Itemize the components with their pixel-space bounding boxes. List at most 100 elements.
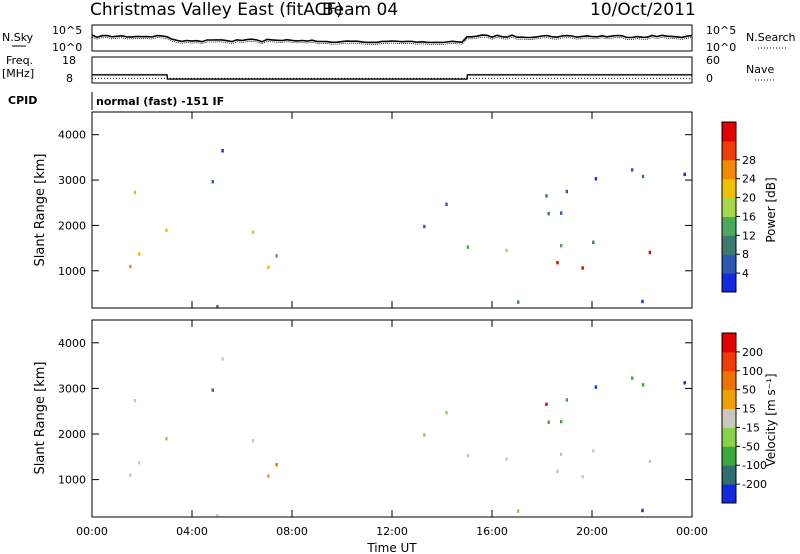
power-tick-label: 24 [742, 173, 756, 186]
power-point [641, 299, 644, 304]
velocity-swatch [722, 370, 736, 391]
power-point [560, 211, 563, 215]
velocity-point [445, 411, 448, 415]
power-point [251, 230, 255, 234]
power-colorbar: 4 8 12 16 20 24 28 [721, 121, 756, 293]
power-swatch [722, 140, 736, 161]
freq-tick-18: 18 [62, 54, 76, 67]
velocity-tick-label: 200 [742, 346, 763, 359]
velocity-tick-label: -15 [742, 421, 760, 434]
power-point [129, 264, 132, 269]
velocity-tick-label: -50 [742, 440, 760, 453]
power-point [545, 194, 548, 198]
power-point [648, 250, 652, 255]
velocity-point [581, 475, 584, 479]
freq-series-line [92, 74, 692, 80]
velocity-point [517, 509, 520, 513]
velocity-tick-label: 50 [742, 384, 756, 397]
power-point [133, 190, 137, 194]
power-tick-label: 28 [742, 154, 756, 167]
power-x-ticks [91, 112, 693, 308]
velocity-point [683, 381, 686, 385]
power-point [592, 240, 595, 244]
power-swatch [722, 178, 736, 199]
y-tick-label: 4000 [58, 129, 86, 142]
velocity-swatch [722, 408, 736, 428]
velocity-y-axis: 1000 2000 3000 4000 [58, 337, 692, 487]
power-frame [721, 121, 737, 293]
velocity-point [556, 469, 559, 474]
power-point [517, 300, 520, 304]
power-point [267, 265, 270, 269]
velocity-tick-label: -200 [742, 478, 767, 491]
time-axis-label: Time UT [366, 541, 417, 554]
power-colorbar-label: Power [dB] [764, 177, 778, 242]
freq-tick-8: 8 [66, 72, 73, 85]
velocity-swatch [722, 427, 736, 447]
x-tick-label: 08:00 [276, 525, 308, 538]
beam-label: Beam 04 [322, 0, 398, 20]
freq-unit-label: [MHz] [2, 67, 34, 80]
power-tick-label: 16 [742, 210, 756, 223]
velocity-point [221, 357, 224, 361]
nsearch-label: N.Search [746, 31, 796, 44]
velocity-point [211, 388, 214, 392]
x-tick-label: 00:00 [676, 525, 708, 538]
power-ylabel: Slant Range [km] [33, 154, 48, 267]
velocity-colorbar-label: Velocity [m s⁻¹] [764, 373, 778, 466]
power-point [221, 149, 224, 153]
power-panel-frame [91, 111, 693, 309]
power-point [165, 228, 168, 232]
velocity-point [267, 474, 270, 478]
power-point [631, 168, 634, 172]
power-point [565, 189, 568, 194]
nsky-label: N.Sky [2, 31, 34, 44]
velocity-point [648, 459, 652, 463]
velocity-point [547, 420, 550, 424]
power-swatch [722, 273, 736, 293]
y-tick-label: 1000 [58, 265, 86, 278]
velocity-swatch [722, 351, 736, 372]
power-tick-label: 20 [742, 192, 756, 205]
velocity-point [641, 383, 645, 387]
x-tick-label: 16:00 [476, 525, 508, 538]
power-point [683, 172, 686, 177]
power-point [138, 252, 141, 256]
date-label: 10/Oct/2011 [590, 0, 696, 20]
y-tick-label: 3000 [58, 382, 86, 395]
velocity-colorbar: 200 100 50 15 -15 -50 -100 -200 [721, 332, 767, 504]
power-y-axis: 1000 2000 3000 4000 [58, 129, 692, 278]
power-swatch [722, 159, 736, 180]
velocity-point [138, 461, 141, 465]
velocity-point [423, 433, 426, 437]
power-point [423, 224, 426, 229]
figure-title: Christmas Valley East (fitACF) [90, 0, 343, 20]
power-point [505, 248, 508, 253]
x-tick-label: 12:00 [376, 525, 408, 538]
power-scatter [129, 149, 686, 309]
nave-tick-60: 60 [706, 54, 720, 67]
nsky-panel-frame [91, 24, 693, 52]
velocity-swatch [722, 446, 736, 466]
velocity-swatch [722, 389, 736, 410]
velocity-point [565, 398, 568, 402]
nsky-tick-top-right: 10^5 [706, 24, 736, 37]
velocity-point [505, 457, 508, 461]
velocity-x-axis: 00:00 04:00 08:00 12:00 16:00 20:00 00:00 [76, 320, 708, 538]
power-point [560, 244, 563, 248]
freq-label: Freq. [6, 54, 33, 67]
power-point [594, 177, 598, 181]
x-tick-label: 00:00 [76, 525, 108, 538]
power-point [275, 254, 278, 258]
power-point [547, 212, 550, 216]
velocity-point [216, 513, 219, 518]
nsky-tick-bottom-right: 10^0 [706, 41, 736, 54]
velocity-point [165, 437, 168, 441]
freq-panel-frame [91, 56, 693, 84]
velocity-tick-label: 100 [742, 365, 763, 378]
power-swatch [722, 254, 736, 274]
power-point [466, 245, 470, 249]
velocity-panel-frame [91, 319, 693, 518]
nsky-tick-bottom-left: 10^0 [52, 41, 82, 54]
